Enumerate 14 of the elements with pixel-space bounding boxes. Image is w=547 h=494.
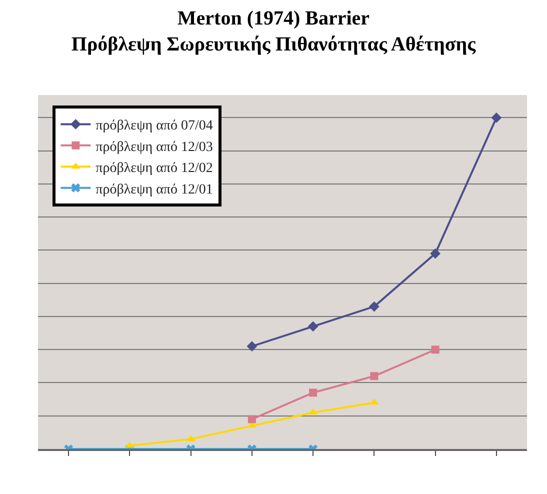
legend-label: πρόβλεψη από 07/04 xyxy=(96,118,213,134)
point xyxy=(368,301,380,312)
point xyxy=(430,248,441,259)
point xyxy=(370,372,378,380)
point xyxy=(246,341,258,352)
point xyxy=(431,346,440,354)
point xyxy=(309,388,318,397)
legend-label: πρόβλεψη από 12/03 xyxy=(96,140,213,155)
point xyxy=(308,321,318,332)
point xyxy=(248,415,256,424)
point xyxy=(491,112,502,123)
legend-label: πρόβλεψη από 12/01 xyxy=(96,182,213,198)
legend-label: πρόβλεψη από 12/02 xyxy=(96,161,213,176)
chart-title: Merton (1974) Barrier Πρόβλεψη Σωρευτικής Πιθανότητας Αθέτησης xyxy=(71,8,476,56)
